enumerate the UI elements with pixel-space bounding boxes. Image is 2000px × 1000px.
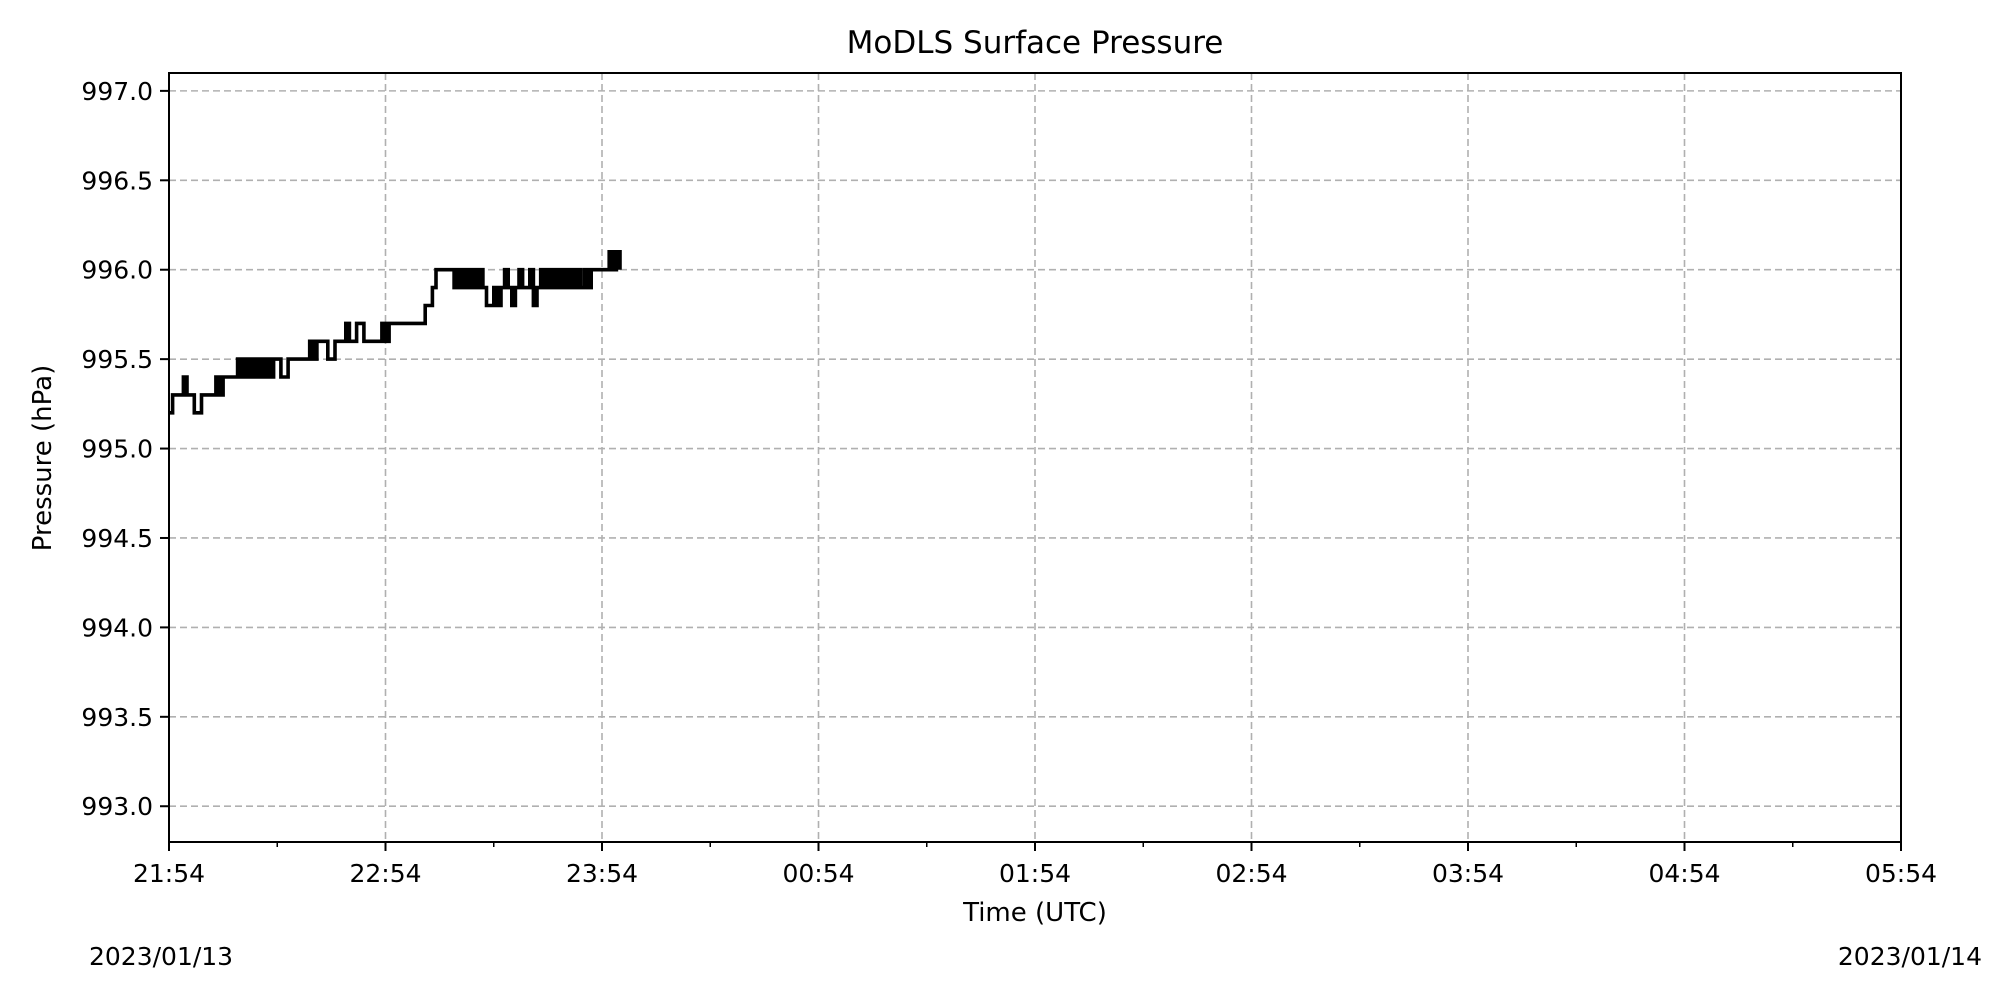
y-axis-label: Pressure (hPa) [28,365,58,552]
x-axis-label: Time (UTC) [962,898,1107,928]
x-tick-label: 01:54 [999,859,1071,888]
plot-frame [168,72,1902,843]
x-tick-label: 02:54 [1215,859,1287,888]
x-tick-label: 04:54 [1648,859,1720,888]
x-tick-label: 22:54 [349,859,421,888]
x-tick-label: 05:54 [1865,859,1937,888]
y-tick-label: 994.0 [81,613,153,642]
start-date-label: 2023/01/13 [89,942,234,971]
chart-title: MoDLS Surface Pressure [847,25,1224,61]
grid-layer [168,73,1902,842]
y-tick-label: 995.5 [81,345,153,374]
y-tick-label: 996.0 [81,256,153,285]
y-tick-label: 993.0 [81,792,153,821]
y-tick-label: 995.0 [81,435,153,464]
y-tick-label: 997.0 [81,77,153,106]
series-layer [169,250,622,415]
pressure-series-line [169,250,622,415]
y-tick-label: 994.5 [81,524,153,553]
end-date-label: 2023/01/14 [1837,942,1982,971]
y-tick-label: 993.5 [81,703,153,732]
y-tick-label: 996.5 [81,166,153,195]
tick-layer: 21:54 22:54 23:54 00:54 01:54 02:54 03:54 04:54… [81,77,1937,888]
x-tick-label: 00:54 [782,859,854,888]
x-tick-label: 03:54 [1432,859,1504,888]
x-tick-label: 23:54 [566,859,638,888]
x-tick-label: 21:54 [133,859,205,888]
